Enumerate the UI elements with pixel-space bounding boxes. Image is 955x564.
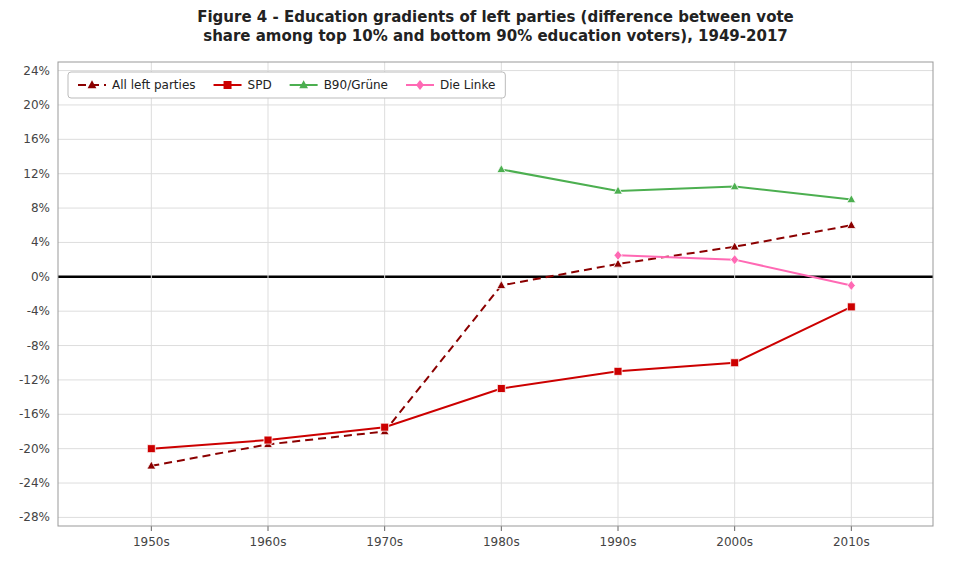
point bbox=[381, 423, 389, 431]
grid-line bbox=[58, 379, 933, 380]
y-tick-label: 8% bbox=[31, 201, 50, 215]
grid-line bbox=[58, 448, 933, 449]
legend-label: All left parties bbox=[112, 78, 196, 92]
legend: All left parties SPD B90/Grüne Die Linke bbox=[68, 72, 505, 98]
point bbox=[847, 220, 856, 228]
x-tick bbox=[851, 526, 852, 531]
point bbox=[497, 281, 506, 289]
legend-marker bbox=[88, 80, 97, 88]
point bbox=[847, 280, 855, 290]
title-line: Figure 4 - Education gradients of left p… bbox=[197, 8, 794, 26]
chart: Figure 4 - Education gradients of left p… bbox=[0, 0, 955, 564]
legend-frame bbox=[68, 72, 505, 98]
x-tick-label: 2010s bbox=[833, 535, 870, 549]
y-tick-label: -20% bbox=[19, 442, 50, 456]
grid-line bbox=[384, 62, 385, 526]
data bbox=[147, 165, 856, 469]
legend-label: Die Linke bbox=[440, 78, 495, 92]
x-tick-label: 1950s bbox=[133, 535, 170, 549]
grid-line bbox=[268, 62, 269, 526]
y-tick-label: -4% bbox=[27, 304, 50, 318]
grid-line bbox=[58, 104, 933, 105]
point bbox=[147, 461, 156, 469]
grid bbox=[58, 62, 933, 526]
grid-line bbox=[58, 208, 933, 209]
y-tick-label: -28% bbox=[19, 510, 50, 524]
point bbox=[731, 255, 739, 265]
x-tick bbox=[618, 526, 619, 531]
x-tick bbox=[501, 526, 502, 531]
grid-line bbox=[58, 70, 933, 71]
plot-frame bbox=[58, 62, 933, 526]
title: Figure 4 - Education gradients of left p… bbox=[197, 8, 794, 45]
grid-line bbox=[58, 139, 933, 140]
legend-item: Die Linke bbox=[406, 78, 495, 92]
point bbox=[730, 182, 739, 190]
x-tick-label: 1970s bbox=[366, 535, 403, 549]
y-tick-label: 16% bbox=[23, 132, 50, 146]
grid-line bbox=[851, 62, 852, 526]
point bbox=[147, 445, 155, 453]
grid-line bbox=[58, 414, 933, 415]
series bbox=[147, 303, 855, 453]
grid-line bbox=[618, 62, 619, 526]
grid-line bbox=[501, 62, 502, 526]
x-tick-label: 1960s bbox=[250, 535, 287, 549]
y-tick-label: 24% bbox=[23, 64, 50, 78]
axes: -28% -24% -20% -16% -12% -8% -4% 0% 4% 8% 12% 16% 20… bbox=[19, 64, 870, 549]
point bbox=[614, 250, 622, 260]
grid-line bbox=[58, 483, 933, 484]
legend-item: SPD bbox=[214, 78, 272, 92]
series-line bbox=[151, 307, 851, 449]
x-tick-label: 2000s bbox=[716, 535, 753, 549]
grid-line bbox=[58, 242, 933, 243]
legend-marker bbox=[299, 80, 308, 88]
point bbox=[497, 165, 506, 173]
y-tick-label: 12% bbox=[23, 167, 50, 181]
legend-item: All left parties bbox=[78, 78, 196, 92]
y-tick-label: -16% bbox=[19, 407, 50, 421]
x-tick bbox=[384, 526, 385, 531]
legend-label: B90/Grüne bbox=[324, 78, 388, 92]
x-tick bbox=[151, 526, 152, 531]
series-line bbox=[618, 255, 851, 285]
series bbox=[614, 250, 855, 290]
grid-line bbox=[58, 173, 933, 174]
y-tick-label: 20% bbox=[23, 98, 50, 112]
y-tick-label: -12% bbox=[19, 373, 50, 387]
point bbox=[730, 242, 739, 250]
series-line bbox=[151, 225, 851, 466]
x-tick bbox=[268, 526, 269, 531]
y-tick-label: -24% bbox=[19, 476, 50, 490]
grid-line bbox=[151, 62, 152, 526]
grid-line bbox=[58, 311, 933, 312]
legend-label: SPD bbox=[248, 78, 272, 92]
series bbox=[497, 165, 856, 203]
series-line bbox=[501, 169, 851, 199]
x-tick-label: 1980s bbox=[483, 535, 520, 549]
x-tick-label: 1990s bbox=[600, 535, 637, 549]
point bbox=[614, 367, 622, 375]
point bbox=[847, 195, 856, 203]
point bbox=[264, 436, 272, 444]
title-line: share among top 10% and bottom 90% educa… bbox=[203, 27, 788, 45]
y-tick-label: -8% bbox=[27, 339, 50, 353]
series bbox=[147, 220, 856, 469]
grid-line bbox=[58, 517, 933, 518]
legend-item: B90/Grüne bbox=[290, 78, 388, 92]
x-tick bbox=[734, 526, 735, 531]
y-tick-label: 0% bbox=[31, 270, 50, 284]
zero-line bbox=[58, 276, 933, 279]
point bbox=[497, 385, 505, 393]
point bbox=[614, 186, 623, 194]
y-tick-label: 4% bbox=[31, 235, 50, 249]
grid-line bbox=[734, 62, 735, 526]
point bbox=[731, 359, 739, 367]
grid-line bbox=[58, 345, 933, 346]
point bbox=[847, 303, 855, 311]
legend-marker bbox=[416, 80, 424, 90]
legend-marker bbox=[224, 81, 232, 89]
